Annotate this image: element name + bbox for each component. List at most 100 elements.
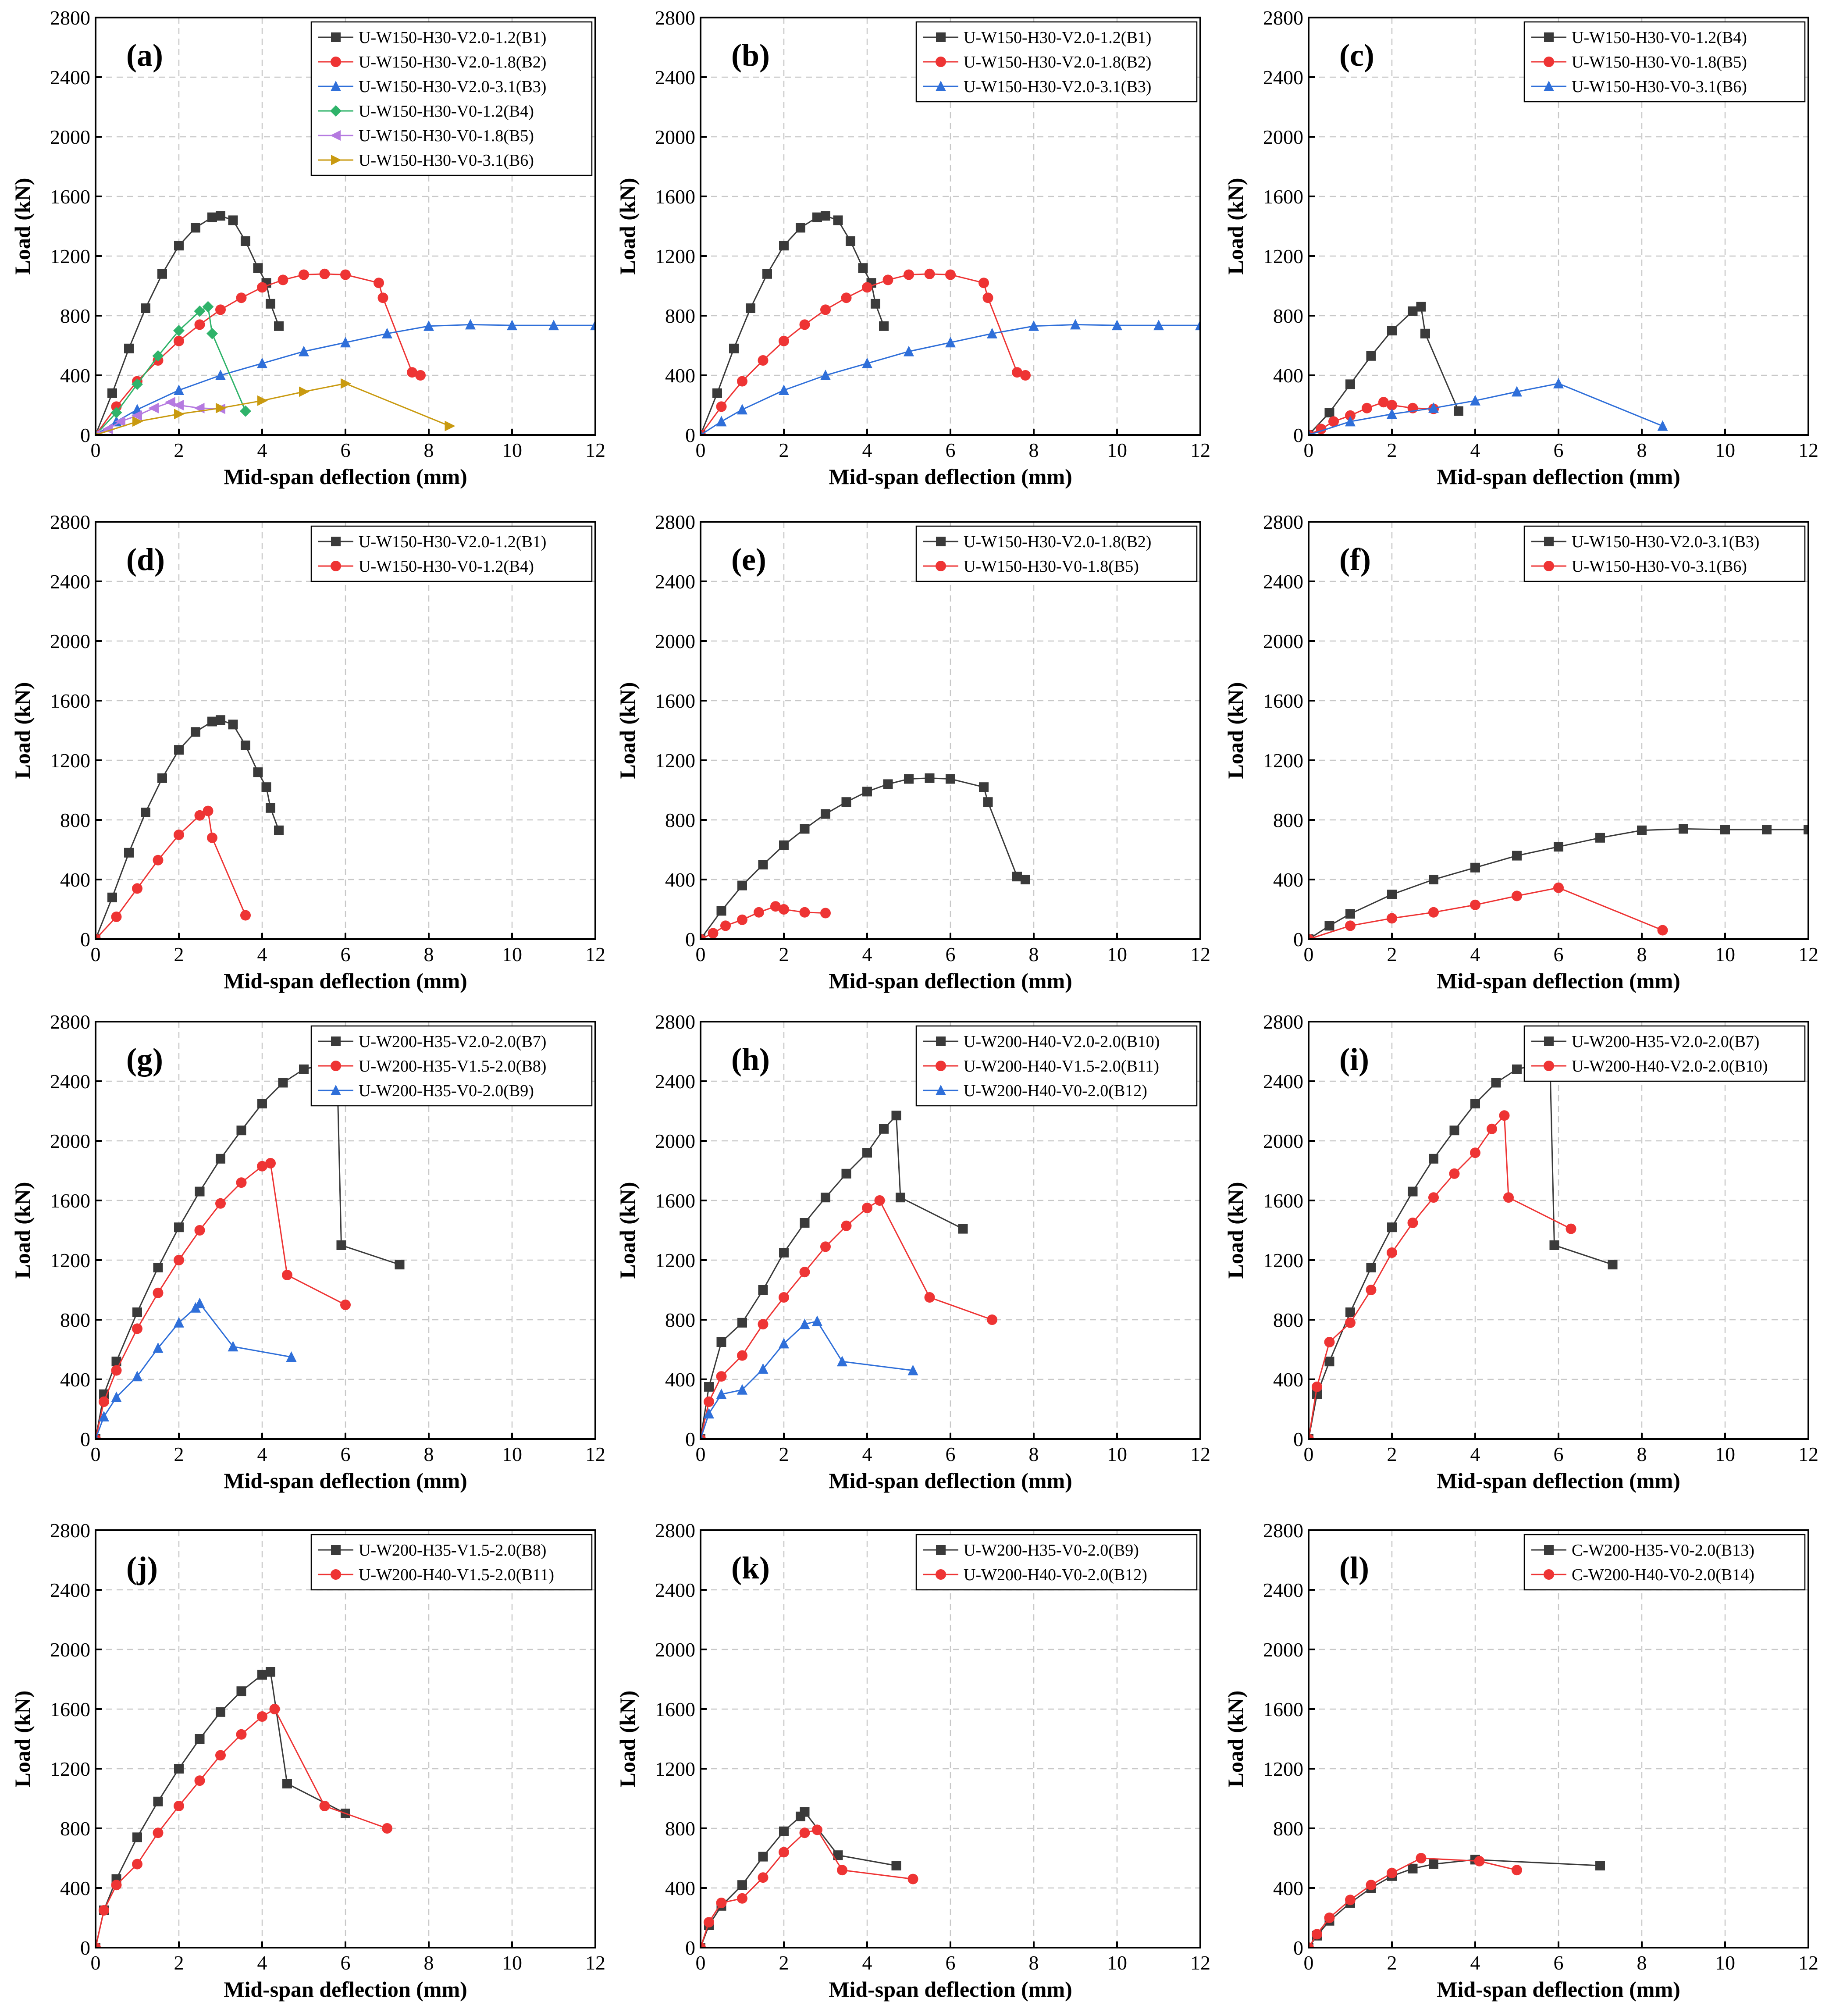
x-tick-label: 12 bbox=[585, 1952, 605, 1974]
legend-swatch-marker bbox=[1544, 537, 1554, 546]
data-point bbox=[907, 1364, 918, 1375]
data-point bbox=[1454, 406, 1463, 416]
x-tick-label: 8 bbox=[1637, 943, 1647, 965]
data-point bbox=[1387, 1222, 1397, 1232]
data-point bbox=[1020, 370, 1031, 381]
data-point bbox=[153, 855, 164, 866]
y-tick-label: 800 bbox=[665, 1309, 695, 1331]
data-point bbox=[924, 1292, 935, 1303]
legend-swatch-marker bbox=[1544, 1061, 1554, 1071]
x-tick-label: 8 bbox=[424, 943, 434, 965]
data-point bbox=[896, 1193, 905, 1203]
legend-box bbox=[915, 525, 1198, 582]
data-point bbox=[278, 274, 288, 285]
y-tick-label: 400 bbox=[60, 364, 90, 387]
series-3 bbox=[96, 1297, 297, 1439]
data-point bbox=[215, 370, 226, 380]
data-point bbox=[132, 1323, 142, 1334]
data-point bbox=[882, 274, 893, 285]
data-point bbox=[96, 1942, 101, 1948]
data-point bbox=[799, 1267, 810, 1278]
x-tick-label: 0 bbox=[91, 439, 101, 461]
data-point bbox=[1378, 397, 1389, 408]
x-tick-label: 2 bbox=[174, 1952, 184, 1974]
data-point bbox=[746, 303, 755, 313]
data-point bbox=[904, 269, 914, 280]
data-point bbox=[194, 1775, 205, 1786]
y-tick-label: 1200 bbox=[1263, 1758, 1303, 1780]
plot-area bbox=[701, 1807, 918, 1948]
y-tick-label: 2400 bbox=[50, 570, 90, 593]
legend-swatch-marker bbox=[331, 155, 342, 165]
legend-swatch-marker bbox=[1544, 1569, 1554, 1580]
data-point bbox=[1324, 1357, 1334, 1367]
data-point bbox=[153, 1827, 164, 1838]
data-point bbox=[257, 1711, 267, 1722]
plot-frame bbox=[1308, 1021, 1809, 1440]
x-tick-label: 6 bbox=[341, 1952, 351, 1974]
y-axis-label: Load (kN) bbox=[615, 1182, 640, 1279]
legend-label: U-W150-H30-V2.0-1.2(B1) bbox=[359, 28, 546, 47]
legend-label: U-W150-H30-V2.0-1.8(B2) bbox=[964, 53, 1151, 71]
legend-box bbox=[1523, 525, 1806, 582]
legend-box bbox=[310, 1534, 593, 1591]
y-tick-label: 2400 bbox=[50, 66, 90, 89]
data-point bbox=[812, 1315, 822, 1326]
y-tick-label: 2800 bbox=[50, 1011, 90, 1033]
y-tick-label: 400 bbox=[1273, 364, 1303, 387]
data-point bbox=[758, 1285, 768, 1295]
data-point bbox=[812, 212, 822, 222]
legend-swatch-marker bbox=[331, 57, 341, 67]
series-line bbox=[1309, 1114, 1572, 1439]
data-point bbox=[1345, 920, 1356, 931]
y-axis-label: Load (kN) bbox=[10, 1691, 35, 1788]
x-tick-label: 6 bbox=[946, 1443, 956, 1465]
panel-tag: (i) bbox=[1339, 1042, 1369, 1077]
data-point bbox=[395, 1260, 405, 1270]
legend-swatch-marker bbox=[1544, 1036, 1554, 1046]
x-tick-label: 4 bbox=[862, 1443, 872, 1465]
data-point bbox=[737, 914, 747, 925]
data-point bbox=[215, 304, 226, 315]
legend: U-W200-H35-V1.5-2.0(B8) U-W200-H40-V1.5-2… bbox=[310, 1534, 593, 1591]
y-tick-label: 2000 bbox=[1263, 1130, 1303, 1152]
data-point bbox=[228, 1341, 238, 1352]
data-point bbox=[1449, 1168, 1460, 1179]
data-point bbox=[907, 1874, 918, 1884]
data-point bbox=[1429, 1154, 1438, 1164]
data-point bbox=[821, 809, 830, 819]
series-1 bbox=[1309, 302, 1463, 435]
data-point bbox=[265, 1158, 276, 1168]
legend-swatch-marker bbox=[331, 1545, 341, 1555]
x-tick-label: 10 bbox=[502, 943, 522, 965]
series-line bbox=[96, 273, 421, 435]
data-point bbox=[173, 400, 184, 410]
x-tick-label: 12 bbox=[1190, 943, 1210, 965]
y-tick-label: 1600 bbox=[50, 1698, 90, 1720]
plot-area bbox=[96, 1061, 405, 1439]
y-tick-label: 1200 bbox=[655, 749, 695, 772]
legend-label: C-W200-H40-V0-2.0(B14) bbox=[1572, 1566, 1754, 1584]
x-tick-label: 2 bbox=[174, 1443, 184, 1465]
panel-tag: (e) bbox=[731, 542, 766, 577]
y-tick-label: 400 bbox=[1273, 1368, 1303, 1391]
series-2 bbox=[1309, 1110, 1576, 1439]
data-point bbox=[737, 1318, 747, 1328]
y-tick-label: 1600 bbox=[1263, 185, 1303, 208]
data-point bbox=[1324, 408, 1334, 417]
plot-frame bbox=[700, 521, 1201, 940]
data-point bbox=[236, 1729, 247, 1740]
y-tick-label: 0 bbox=[685, 1428, 695, 1450]
y-tick-label: 2400 bbox=[50, 1579, 90, 1601]
x-tick-label: 10 bbox=[502, 439, 522, 461]
data-point bbox=[1324, 1913, 1335, 1923]
data-point bbox=[704, 1382, 714, 1392]
legend-label: U-W150-H30-V0-3.1(B6) bbox=[1572, 78, 1747, 96]
y-tick-label: 2000 bbox=[655, 126, 695, 148]
legend-swatch-marker bbox=[936, 561, 946, 571]
data-point bbox=[173, 325, 185, 336]
data-point bbox=[319, 268, 330, 279]
data-point bbox=[215, 1198, 226, 1209]
y-tick-label: 800 bbox=[60, 1817, 90, 1840]
data-point bbox=[1312, 1389, 1322, 1399]
